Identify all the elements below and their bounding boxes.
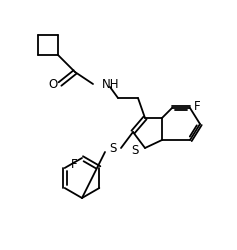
Text: F: F	[71, 158, 77, 170]
Text: O: O	[48, 78, 58, 92]
Text: NH: NH	[102, 78, 119, 90]
Text: S: S	[109, 142, 117, 154]
Text: S: S	[131, 144, 139, 156]
Text: F: F	[194, 100, 201, 112]
